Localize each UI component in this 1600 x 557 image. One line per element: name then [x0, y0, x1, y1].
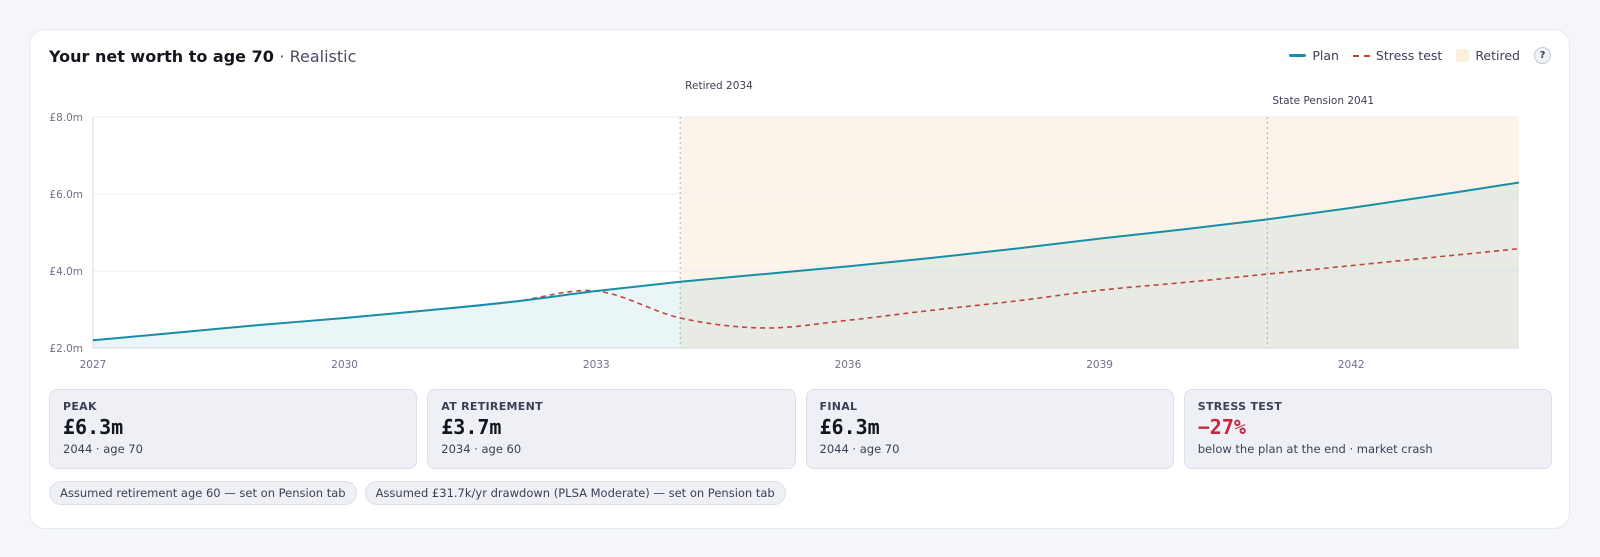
retired-band [680, 117, 1519, 348]
stress-point [846, 318, 850, 322]
y-tick-label: £6.0m [49, 189, 83, 201]
stress-point [678, 316, 682, 320]
stress-point [91, 338, 95, 342]
y-tick-label: £2.0m [49, 343, 83, 355]
stat-label: FINAL [819, 400, 858, 413]
plan-point [930, 256, 934, 260]
stress-point [1433, 255, 1437, 259]
plan-point [1014, 247, 1018, 251]
annotation-label: State Pension 2041 [1272, 95, 1374, 107]
chart-title-scenario: · Realistic [279, 47, 357, 66]
legend-retired-label: Retired [1475, 48, 1520, 63]
stat-note: 2034 · age 60 [441, 442, 522, 456]
net-worth-chart: Retired 2034 State Pension 2041 £8.0m £6.0m… [49, 80, 1521, 371]
stress-point [1181, 281, 1185, 285]
net-worth-card: Your net worth to age 70 · Realistic Pla… [29, 29, 1570, 529]
stress-point [1014, 299, 1018, 303]
plan-area [93, 182, 1519, 348]
stress-point [510, 300, 514, 304]
stress-point [175, 331, 179, 335]
plan-point [846, 264, 850, 268]
stat-value: £6.3m [63, 415, 124, 439]
stat-label: STRESS TEST [1197, 400, 1283, 413]
chart-legend: Plan Stress test Retired ? [1289, 47, 1551, 64]
stat-value: −27% [1197, 415, 1246, 439]
drawdown-pill[interactable]: Assumed £31.7k/yr drawdown (PLSA Moderat… [364, 481, 786, 505]
stress-point [762, 326, 766, 330]
plan-point [1433, 194, 1437, 198]
legend-plan[interactable]: Plan [1289, 48, 1339, 63]
stress-dashed-line-icon [1352, 54, 1370, 57]
stat-stress-test: STRESS TEST −27% below the plan at the e… [1183, 389, 1552, 469]
stat-value: £3.7m [441, 415, 502, 439]
x-tick-label: 2027 [80, 359, 107, 371]
stress-point [594, 289, 598, 293]
plan-point [1181, 227, 1185, 231]
stat-peak: PEAK £6.3m 2044 · age 70 [49, 389, 418, 469]
x-tick-label: 2030 [331, 359, 358, 371]
stat-note: 2044 · age 70 [63, 442, 143, 456]
help-icon[interactable]: ? [1534, 47, 1551, 64]
stress-point [930, 308, 934, 312]
stress-point [343, 316, 347, 320]
chart-title-main: Your net worth to age 70 [49, 47, 274, 66]
stress-point [1265, 272, 1269, 276]
stat-final: FINAL £6.3m 2044 · age 70 [805, 389, 1174, 469]
stress-point [1517, 247, 1521, 251]
stat-label: AT RETIREMENT [441, 400, 543, 413]
chart-title: Your net worth to age 70 · Realistic [49, 47, 356, 66]
stress-point [259, 323, 263, 327]
x-tick-label: 2039 [1086, 359, 1113, 371]
plan-point [1098, 237, 1102, 241]
stat-value: £6.3m [819, 415, 880, 439]
legend-stress-test[interactable]: Stress test [1352, 48, 1443, 63]
stat-at-retirement: AT RETIREMENT £3.7m 2034 · age 60 [427, 389, 796, 469]
retired-swatch-icon [1456, 49, 1470, 62]
plan-point [1265, 217, 1269, 221]
stress-point [1098, 288, 1102, 292]
annotation-label: Retired 2034 [685, 80, 753, 92]
x-tick-label: 2036 [835, 359, 862, 371]
y-tick-label: £4.0m [49, 266, 83, 278]
stat-label: PEAK [63, 400, 97, 413]
stress-point [427, 308, 431, 312]
stat-note: 2044 · age 70 [819, 442, 900, 456]
plan-line [92, 181, 1520, 342]
plan-line-icon [1289, 54, 1307, 57]
retirement-age-pill[interactable]: Assumed retirement age 60 — set on Pensi… [49, 481, 357, 505]
legend-stress-label: Stress test [1375, 48, 1443, 63]
legend-plan-label: Plan [1312, 48, 1339, 63]
stats-row: PEAK £6.3m 2044 · age 70 AT RETIREMENT £… [49, 389, 1552, 469]
x-tick-label: 2033 [583, 359, 610, 371]
legend-retired[interactable]: Retired [1456, 48, 1520, 63]
plan-point [1517, 180, 1521, 184]
y-tick-label: £8.0m [49, 112, 83, 124]
stat-note: below the plan at the end · market crash [1197, 442, 1433, 456]
x-tick-label: 2042 [1338, 359, 1365, 371]
assumption-pills: Assumed retirement age 60 — set on Pensi… [49, 481, 786, 505]
stress-point [1349, 264, 1353, 268]
plan-point [1349, 206, 1353, 210]
plan-point [678, 280, 682, 284]
plan-point [762, 272, 766, 276]
